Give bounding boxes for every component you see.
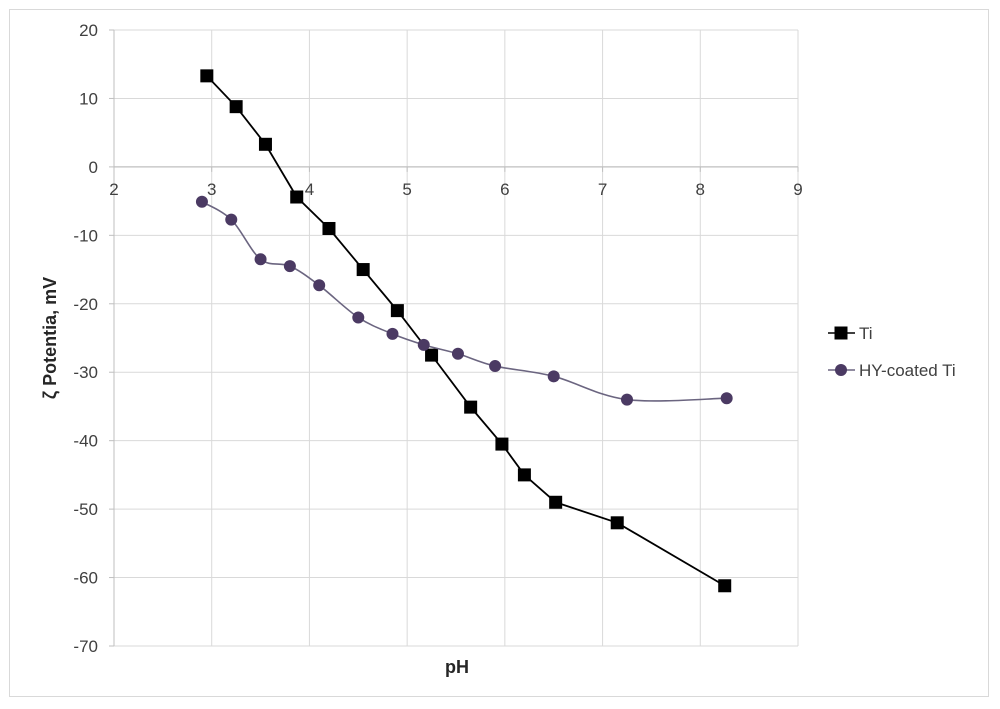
x-tick-label: 3 [207,180,216,199]
data-point-ti [390,304,404,318]
legend-item-ti: Ti [828,324,873,343]
x-tick-label: 7 [598,180,607,199]
series-line-hy-coated-ti [201,201,727,402]
data-point-ti [549,495,563,509]
legend: Ti HY-coated Ti [828,324,956,380]
y-tick-label: -10 [73,226,98,245]
legend-label: Ti [859,324,873,343]
data-point-hy-coated-ti [489,360,502,373]
data-point-ti [517,468,531,482]
x-tick-label: 2 [109,180,118,199]
y-axis-title: ζ Potentia, mV [40,277,61,399]
data-point-ti [718,579,732,593]
data-point-hy-coated-ti [547,370,560,383]
x-tick-label: 6 [500,180,509,199]
x-tick-label: 5 [402,180,411,199]
y-tick-label: -40 [73,432,98,451]
x-tick-label: 4 [305,180,314,199]
y-tick-label: 0 [89,158,98,177]
data-point-hy-coated-ti [195,195,208,208]
y-tick-label: -30 [73,363,98,382]
data-point-hy-coated-ti [283,260,296,273]
y-tick-label: -50 [73,500,98,519]
gridlines [114,29,799,647]
data-point-ti [356,263,370,277]
data-point-ti [464,400,478,414]
data-point-ti [258,137,272,151]
data-point-hy-coated-ti [621,393,633,406]
data-point-hy-coated-ti [451,347,464,360]
chart-frame [9,9,989,697]
data-point-ti [610,516,624,530]
x-tick-label: 9 [793,180,802,199]
data-point-ti [229,100,243,114]
data-point-hy-coated-ti [417,338,430,351]
data-point-hy-coated-ti [352,311,365,324]
legend-marker [834,326,848,340]
legend-marker [835,364,847,376]
legend-label: HY-coated Ti [859,361,956,380]
y-tick-label: -20 [73,295,98,314]
y-tick-label: 10 [79,89,98,108]
data-point-hy-coated-ti [225,213,238,226]
data-point-ti [200,69,214,83]
data-point-ti [425,348,439,362]
series [195,69,733,593]
series-hy-coated-ti [195,195,733,406]
legend-item-hy-coated-ti: HY-coated Ti [828,361,956,380]
x-axis-title: pH [445,657,469,677]
y-tick-label: 20 [79,21,98,40]
series-ti [200,69,732,593]
y-tick-label: -60 [73,569,98,588]
data-point-ti [290,190,304,204]
y-tick-label: -70 [73,637,98,656]
data-point-hy-coated-ti [720,392,733,405]
data-point-ti [495,437,509,451]
data-point-hy-coated-ti [313,279,326,292]
x-tick-label: 8 [696,180,705,199]
data-point-hy-coated-ti [386,327,399,340]
tick-labels: 2 3 4 5 6 7 8 9 20 10 0 -10 -20 -30 -40 -50 -60 -70 [73,21,802,656]
data-point-ti [322,221,336,235]
axes [109,29,799,647]
data-point-hy-coated-ti [254,253,267,266]
